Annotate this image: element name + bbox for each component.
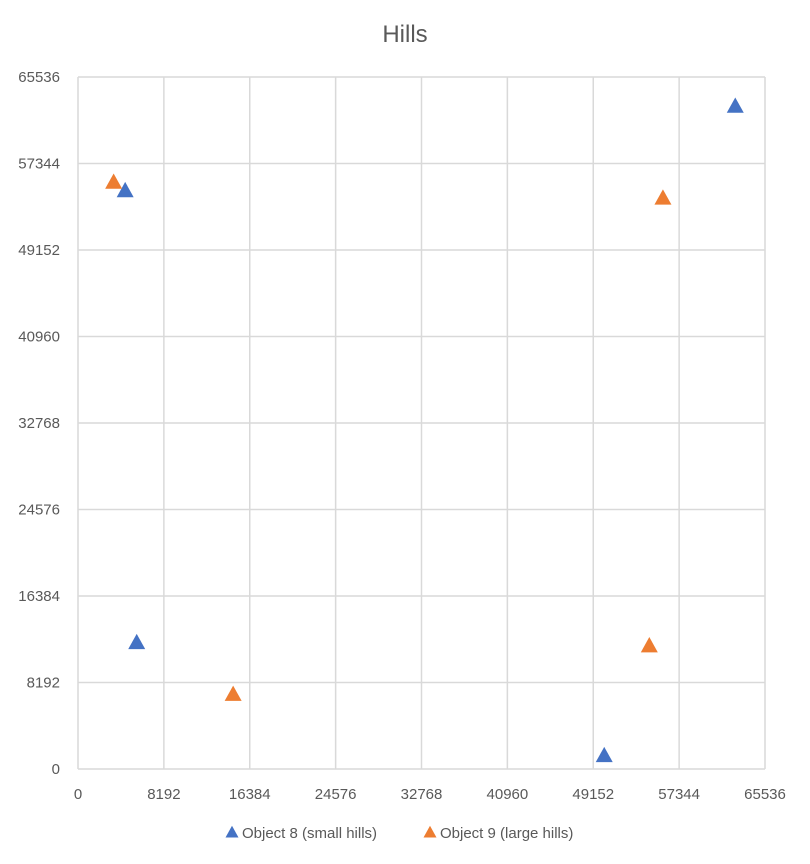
legend-marker-0 (225, 825, 239, 838)
x-tick-label: 65536 (744, 786, 786, 803)
data-point-series-0-2 (128, 633, 146, 650)
data-point-series-1-1 (654, 189, 672, 205)
legend-label-1: Object 9 (large hills) (440, 825, 573, 842)
x-tick-label: 16384 (229, 786, 271, 803)
data-point-series-0-3 (595, 746, 613, 763)
data-point-series-0-0 (116, 181, 134, 198)
y-tick-label: 49152 (18, 242, 60, 259)
y-tick-label: 8192 (27, 675, 60, 692)
x-tick-label: 49152 (572, 786, 614, 803)
data-point-series-1-3 (640, 637, 658, 653)
data-points (105, 97, 744, 763)
chart-title: Hills (382, 21, 427, 48)
y-tick-label: 32768 (18, 415, 60, 432)
data-point-series-1-0 (105, 173, 123, 189)
x-tick-label: 32768 (401, 786, 443, 803)
y-tick-label: 24576 (18, 502, 60, 519)
y-tick-label: 16384 (18, 588, 60, 605)
tick-labels: 0 8192 16384 24576 32768 40960 49152 57344 65536… (18, 69, 786, 803)
legend-marker-1 (423, 825, 437, 838)
legend: Object 8 (small hills) Object 9 (large hi… (225, 825, 573, 842)
data-point-series-1-2 (224, 685, 242, 701)
x-tick-label: 0 (74, 786, 82, 803)
y-tick-label: 65536 (18, 69, 60, 86)
grid-layer (77, 76, 766, 770)
legend-label-0: Object 8 (small hills) (242, 825, 377, 842)
y-tick-label: 57344 (18, 156, 60, 173)
y-tick-label: 0 (52, 761, 60, 778)
y-tick-label: 40960 (18, 329, 60, 346)
data-point-series-0-1 (726, 97, 744, 113)
x-tick-label: 40960 (487, 786, 529, 803)
x-tick-label: 8192 (147, 786, 180, 803)
x-tick-label: 57344 (658, 786, 700, 803)
x-tick-label: 24576 (315, 786, 357, 803)
